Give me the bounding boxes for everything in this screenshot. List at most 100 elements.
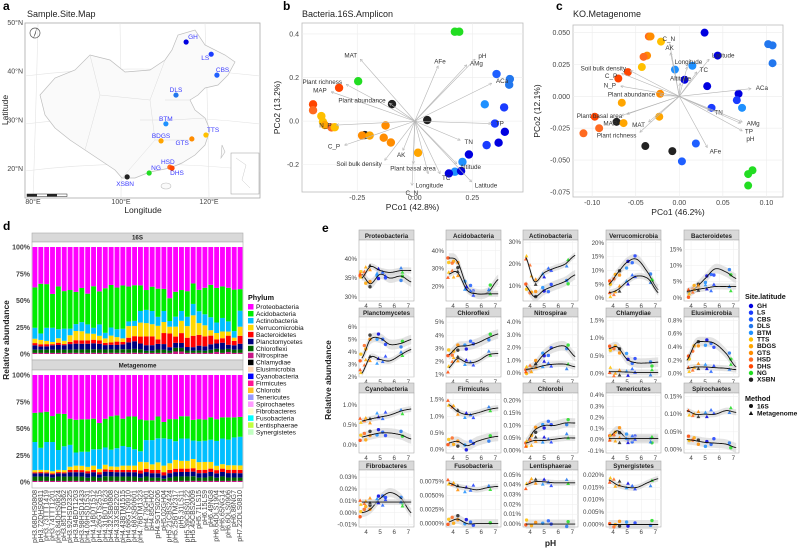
bar-segment-bacteroidetes (214, 470, 220, 474)
y-tick-label: 0.4% (668, 344, 683, 351)
y-tick-label: 1.0% (590, 335, 605, 342)
point-16s-gh (464, 448, 469, 452)
point-16s-gh (376, 494, 381, 498)
legend-label: Chloroflexi (256, 346, 288, 353)
bar-segment-actinobacteria (32, 327, 38, 339)
point-16s-dls (727, 267, 732, 272)
y-tick-label: -0.1% (588, 448, 605, 455)
bar-segment-planctomycetes (237, 473, 243, 478)
bar-segment-planctomycetes (149, 473, 155, 478)
env-vector-label: TC (700, 67, 709, 74)
point-16s-ls (633, 254, 637, 258)
point-metagenome-dls (648, 372, 653, 377)
point-16s-ng (566, 282, 570, 286)
y-tick-label: 0.6% (668, 331, 683, 338)
sample-point-gh (700, 28, 709, 37)
point-metagenome-dls (727, 410, 732, 414)
bar-segment-proteobacteria (44, 375, 50, 412)
y-tick-label: 0.02% (339, 486, 357, 493)
point-16s-ls (383, 495, 388, 500)
point-16s-tts (359, 352, 363, 356)
point-metagenome-tts (608, 475, 613, 480)
sample-point-bdgs (619, 119, 628, 128)
bar-segment-proteobacteria (208, 375, 214, 418)
bar-segment-bacteroidetes (120, 341, 126, 345)
point-16s-cbs (468, 520, 473, 524)
bar-segment-proteobacteria (237, 247, 243, 290)
bar-segment-bacteroidetes (61, 344, 67, 346)
bar-segment-planctomycetes (96, 343, 102, 350)
bar-segment-verrucomicrobia (114, 466, 120, 470)
point-16s-dls (487, 439, 491, 443)
bar-segment-proteobacteria (61, 375, 67, 414)
legend-site-label: NG (757, 370, 767, 377)
y-tick-label: 20% (592, 240, 605, 247)
sample-point-tts (330, 123, 339, 132)
bar-segment-chloroflexi (132, 476, 137, 481)
y-axis-label: PCo2 (12.1%) (532, 84, 542, 138)
bar-segment-acidobacteria (155, 416, 161, 439)
map-site-label: BTM (159, 116, 173, 123)
bar-segment-actinobacteria (120, 445, 126, 466)
bar-segment-planctomycetes (61, 345, 67, 350)
legend-label: Elusimicrobia (256, 367, 296, 374)
bar-segment-chloroflexi (196, 477, 202, 481)
sample-point-gh (713, 51, 722, 60)
bar-segment-nitrospirae (114, 480, 120, 482)
point-metagenome-gh (704, 366, 709, 371)
env-vector-label: TN (465, 139, 474, 146)
bar-segment-proteobacteria (214, 247, 220, 288)
sample-point-ng (744, 181, 753, 190)
point-metagenome-dhs (523, 444, 528, 448)
env-vector-label: C_N (406, 190, 419, 197)
x-tick-label: 7 (732, 379, 736, 386)
bar-segment-planctomycetes (67, 472, 73, 477)
bar-segment-chloroflexi (214, 348, 220, 352)
loess-line-16s (608, 258, 659, 291)
point-metagenome-tts (687, 291, 692, 296)
sample-label: pH4.26GTS2515 (96, 490, 103, 543)
bar-segment-planctomycetes (220, 342, 225, 350)
bar-segment-proteobacteria (184, 247, 190, 292)
bar-segment-verrucomicrobia (214, 465, 220, 471)
map-site-marker (158, 138, 164, 144)
lat-tick-label: 50°N (7, 19, 23, 27)
legend-swatch (248, 366, 254, 373)
point-metagenome-xsbn (533, 282, 538, 286)
bar-segment-bacteroidetes (138, 336, 143, 344)
sample-point-gts (656, 89, 665, 98)
point-metagenome-gh (542, 435, 547, 439)
bar-segment-verrucomicrobia (91, 333, 96, 340)
bar-segment-acidobacteria (85, 293, 91, 325)
point-metagenome-gts (368, 420, 372, 425)
y-tick-label: 15% (592, 254, 605, 261)
legend-site-marker (748, 377, 754, 382)
bar-segment-nitrospirae (196, 352, 202, 354)
bar-segment-acidobacteria (167, 298, 173, 321)
bar-segment-planctomycetes (173, 342, 179, 348)
bar-segment-nitrospirae (85, 480, 91, 482)
point-metagenome-gts (455, 273, 460, 278)
bar-segment-verrucomicrobia (50, 471, 55, 474)
bar-segment-chloroflexi (61, 349, 67, 353)
bar-segment-nitrospirae (143, 480, 149, 482)
bar-segment-bacteroidetes (161, 333, 167, 345)
bar-segment-bacteroidetes (225, 335, 231, 345)
bar-segment-chloroflexi (225, 477, 231, 481)
point-metagenome-dls (486, 349, 491, 353)
point-16s-tts (524, 518, 529, 522)
y-tick-label: 0.02% (503, 501, 521, 508)
y-tick-label: 1% (435, 371, 444, 378)
bar-segment-chloroflexi (55, 476, 61, 481)
lon-tick-label: 100°E (111, 198, 130, 206)
bar-segment-verrucomicrobia (67, 335, 73, 342)
legend-site-marker (748, 330, 754, 335)
bar-segment-verrucomicrobia (38, 469, 44, 473)
sample-label: pH3.84DHS0824 (55, 490, 62, 543)
x-tick-label: 5 (542, 455, 546, 462)
bar-segment-acidobacteria (225, 417, 231, 440)
plot-panel (31, 369, 244, 489)
point-16s-bdgs (364, 504, 368, 509)
bar-segment-verrucomicrobia (79, 331, 85, 341)
y-tick-label: 50% (16, 426, 31, 433)
